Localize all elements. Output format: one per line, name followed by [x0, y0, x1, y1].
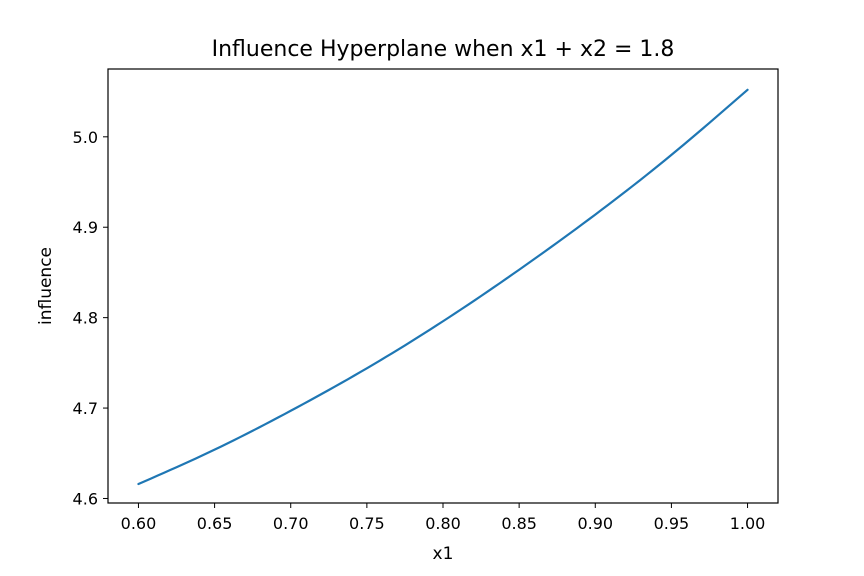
x-tick-label: 0.65 [197, 514, 233, 533]
series-line [137, 88, 749, 486]
x-tick-label: 0.60 [121, 514, 157, 533]
y-tick-label: 4.8 [73, 309, 98, 328]
x-axis-label: x1 [433, 544, 454, 564]
y-tick-label: 4.9 [73, 218, 98, 237]
y-tick-label: 5.0 [73, 128, 98, 147]
x-tick-label: 0.80 [425, 514, 461, 533]
chart-title: Influence Hyperplane when x1 + x2 = 1.8 [212, 37, 675, 62]
x-tick-label: 1.00 [730, 514, 766, 533]
y-tick-label: 4.6 [73, 489, 98, 508]
x-axis: 0.60 0.65 0.70 0.75 0.80 0.85 0.90 0.95 1.00 [121, 503, 766, 533]
plot-area: 0.60 0.65 0.70 0.75 0.80 0.85 0.90 0.95 1.00 4.6… [73, 68, 779, 533]
y-tick-label: 4.7 [73, 399, 98, 418]
plot-frame [107, 68, 779, 504]
y-axis-label: influence [36, 247, 56, 325]
x-tick-label: 0.70 [273, 514, 309, 533]
x-tick-label: 0.75 [349, 514, 385, 533]
x-tick-label: 0.95 [654, 514, 690, 533]
x-tick-label: 0.85 [501, 514, 537, 533]
x-tick-label: 0.90 [577, 514, 613, 533]
y-axis: 4.6 4.7 4.8 4.9 5.0 [73, 128, 108, 508]
